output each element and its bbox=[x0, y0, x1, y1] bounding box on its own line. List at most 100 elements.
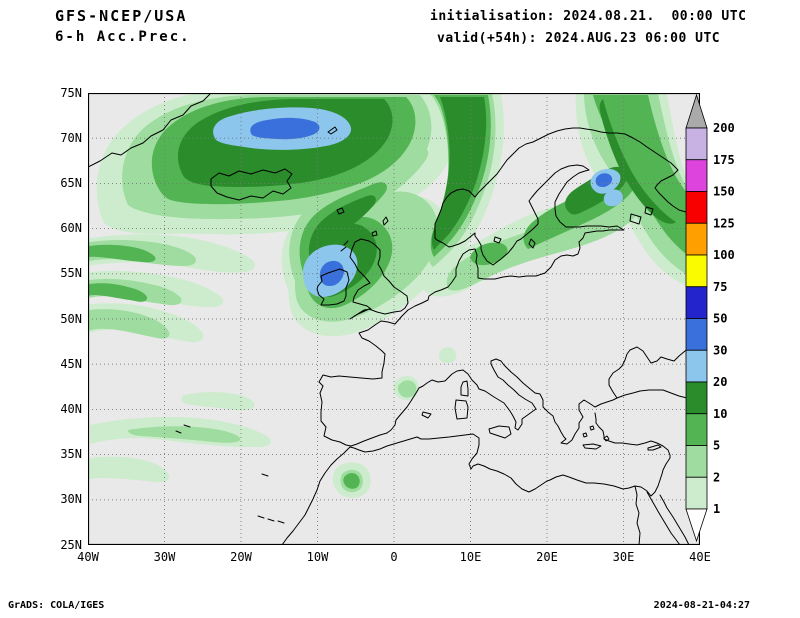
precip1-mid-atlantic-streak bbox=[181, 392, 255, 411]
island-great-britain bbox=[349, 238, 409, 320]
colorbar-tick: 175 bbox=[713, 153, 735, 167]
lat-label: 75N bbox=[60, 86, 82, 100]
island-shetland bbox=[382, 216, 389, 226]
island-sicily bbox=[488, 425, 512, 439]
lon-label: 10W bbox=[306, 550, 329, 564]
precip20-finland-2 bbox=[603, 189, 623, 207]
island-mallorca bbox=[421, 411, 432, 419]
product-title: 6-h Acc.Prec. bbox=[55, 29, 191, 45]
island-faroe bbox=[336, 207, 345, 215]
lat-label: 45N bbox=[60, 357, 82, 371]
island-gotland bbox=[528, 238, 536, 249]
coastline-red-sea-west bbox=[646, 491, 681, 545]
colorbar-tick: 30 bbox=[713, 343, 727, 357]
lat-label: 35N bbox=[60, 447, 82, 461]
colorbar-tick: 200 bbox=[713, 121, 735, 135]
precip2-catalonia-core bbox=[398, 380, 417, 398]
precip2-37n-core bbox=[128, 426, 241, 443]
colorbar-tick: 75 bbox=[713, 280, 727, 294]
colorbar-segment bbox=[685, 445, 708, 478]
island-cyprus bbox=[647, 444, 662, 451]
precip2-left-edge-3 bbox=[88, 309, 170, 339]
colorbar-segment bbox=[685, 222, 708, 256]
lat-label: 65N bbox=[60, 176, 82, 190]
island-ireland bbox=[316, 268, 350, 306]
colorbar-tick: 1 bbox=[713, 502, 720, 516]
coastline-red-sea-east bbox=[659, 494, 690, 545]
grid-lines bbox=[88, 93, 700, 545]
lon-label: 0 bbox=[390, 550, 398, 564]
grid-path bbox=[88, 93, 700, 545]
colorbar-tick: 5 bbox=[713, 439, 720, 453]
coastline-scandinavia-baltic bbox=[407, 127, 700, 311]
colorbar-segment bbox=[685, 127, 708, 161]
grads-stamp: GrADS: COLA/IGES bbox=[8, 600, 105, 611]
lon-label: 20E bbox=[536, 550, 558, 564]
island-jan-mayen bbox=[327, 126, 338, 135]
precip5-south-sweden bbox=[470, 242, 508, 266]
coastline-med-africa bbox=[281, 412, 671, 545]
colorbar: 200 175 150 125 100 75 50 30 20 10 5 2 1 bbox=[685, 93, 735, 543]
lat-label: 25N bbox=[60, 538, 82, 552]
colorbar-segment bbox=[685, 191, 708, 224]
precip5-left-edge-1 bbox=[88, 244, 156, 263]
island-sardinia bbox=[454, 399, 469, 420]
colorbar-segment bbox=[685, 413, 708, 446]
precip-level-30mm bbox=[250, 117, 613, 286]
colorbar-arrow-top bbox=[685, 93, 708, 129]
lat-label: 55N bbox=[60, 266, 82, 280]
colorbar-segment bbox=[685, 476, 708, 510]
precip1-33n-streak bbox=[88, 456, 170, 483]
valid-time: valid(+54h): 2024.AUG.23 06:00 UTC bbox=[437, 31, 721, 46]
map-svg bbox=[87, 92, 701, 546]
map-area bbox=[87, 92, 701, 546]
colorbar-tick: 150 bbox=[713, 185, 735, 199]
island-rhodes bbox=[603, 435, 610, 442]
lat-label: 30N bbox=[60, 492, 82, 506]
colorbar-arrow-bottom bbox=[685, 508, 708, 543]
lat-label: 40N bbox=[60, 402, 82, 416]
colorbar-tick: 2 bbox=[713, 470, 720, 484]
coastline-greenland bbox=[88, 93, 212, 168]
coastline-black-sea bbox=[594, 343, 700, 408]
creation-stamp: 2024-08-21-04:27 bbox=[653, 600, 750, 611]
lon-label: 10E bbox=[459, 550, 482, 564]
lake-ladoga bbox=[629, 213, 642, 225]
island-aegean-2 bbox=[582, 432, 588, 438]
precip-shading bbox=[88, 93, 700, 498]
colorbar-tick: 20 bbox=[713, 375, 727, 389]
lon-label: 30W bbox=[153, 550, 176, 564]
init-time: initialisation: 2024.08.21. 00:00 UTC bbox=[430, 9, 747, 24]
lat-label: 70N bbox=[60, 131, 82, 145]
lat-label: 50N bbox=[60, 312, 82, 326]
lon-label: 40E bbox=[689, 550, 711, 564]
precip30-norwegian-sea bbox=[250, 117, 320, 140]
lake-onega bbox=[644, 206, 654, 216]
island-madeira bbox=[261, 473, 269, 477]
colorbar-tick: 10 bbox=[713, 407, 727, 421]
colorbar-tick: 125 bbox=[713, 216, 735, 230]
precip5-left-edge-2 bbox=[88, 283, 148, 302]
colorbar-segment bbox=[685, 381, 708, 415]
precip5-alboran-core bbox=[343, 473, 360, 489]
lon-label: 30E bbox=[612, 550, 635, 564]
islands-canary bbox=[257, 515, 285, 524]
lon-label: 20W bbox=[230, 550, 252, 564]
island-hebrides bbox=[340, 240, 349, 252]
colorbar-segment bbox=[685, 254, 708, 288]
colorbar-tick: 100 bbox=[713, 248, 735, 262]
island-iceland bbox=[210, 168, 293, 201]
island-corsica bbox=[460, 380, 469, 397]
colorbar-segment bbox=[685, 159, 708, 192]
island-aegean-1 bbox=[589, 425, 595, 431]
colorbar-segment bbox=[685, 349, 708, 383]
island-crete bbox=[582, 443, 602, 450]
lat-label: 60N bbox=[60, 221, 82, 235]
island-orkney bbox=[371, 230, 378, 237]
lon-label: 40W bbox=[77, 550, 99, 564]
precip10-norway bbox=[431, 97, 487, 250]
precip30-ireland bbox=[319, 260, 344, 286]
islands-azores bbox=[175, 424, 191, 434]
precip1-alps-spot bbox=[439, 347, 457, 364]
